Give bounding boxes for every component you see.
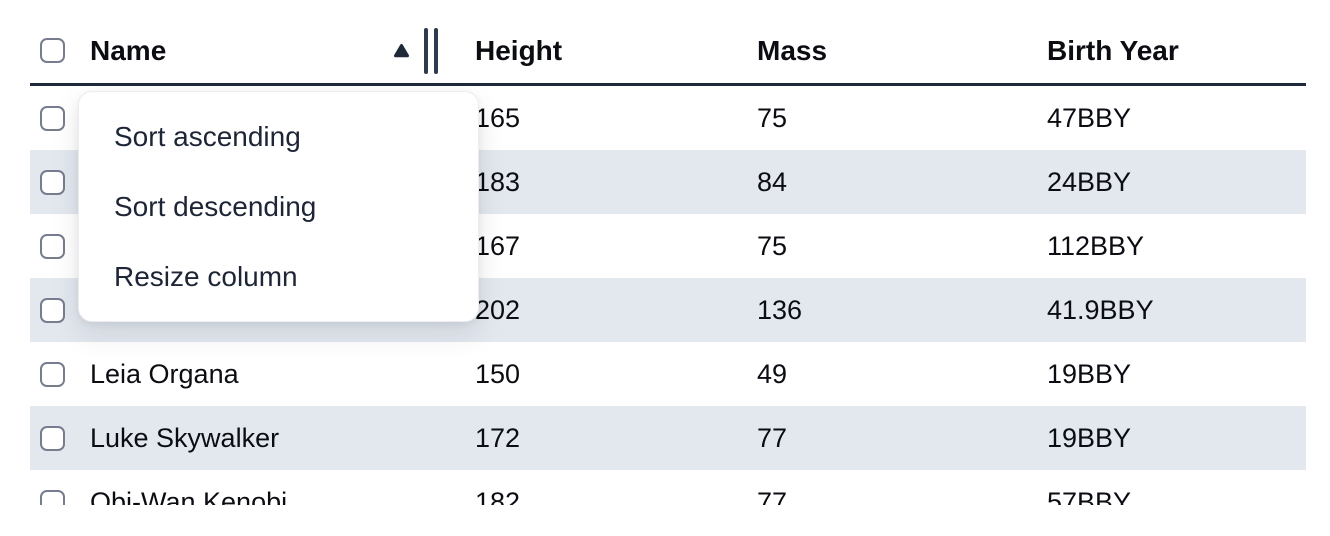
header-cell-birth-year[interactable]: Birth Year bbox=[1029, 35, 1306, 67]
row-cell-height: 182 bbox=[457, 487, 739, 506]
row-cell-height: 183 bbox=[457, 167, 739, 198]
table-row: 167 75 112BBY bbox=[30, 214, 1306, 278]
row-checkbox[interactable] bbox=[40, 489, 65, 505]
select-all-checkbox[interactable] bbox=[40, 38, 65, 63]
character-height: 172 bbox=[475, 422, 521, 453]
character-name: Obi-Wan Kenobi bbox=[90, 486, 288, 506]
character-mass: 77 bbox=[757, 486, 788, 506]
row-cell-name: Luke Skywalker bbox=[80, 423, 457, 454]
row-cell-select bbox=[30, 425, 80, 451]
menu-item-sort-descending[interactable]: Sort descending bbox=[79, 172, 478, 242]
row-checkbox[interactable] bbox=[40, 361, 65, 387]
character-height: 182 bbox=[475, 486, 521, 506]
row-checkbox[interactable] bbox=[40, 169, 65, 195]
row-cell-mass: 77 bbox=[739, 423, 1029, 454]
resize-bar-icon bbox=[434, 27, 438, 74]
character-birth-year: 41.9BBY bbox=[1047, 294, 1154, 325]
character-birth-year: 112BBY bbox=[1047, 230, 1145, 261]
resize-bar-icon bbox=[424, 27, 428, 74]
table-row: Luke Skywalker 172 77 19BBY bbox=[30, 406, 1306, 470]
row-cell-select bbox=[30, 297, 80, 323]
row-cell-height: 165 bbox=[457, 103, 739, 134]
name-column-controls bbox=[393, 27, 457, 74]
row-cell-height: 167 bbox=[457, 231, 739, 262]
sort-ascending-icon bbox=[394, 43, 409, 57]
character-birth-year: 47BBY bbox=[1047, 102, 1132, 133]
menu-item-label: Sort ascending bbox=[114, 121, 301, 152]
row-cell-height: 150 bbox=[457, 359, 739, 390]
row-cell-birth-year: 19BBY bbox=[1029, 359, 1306, 390]
character-mass: 49 bbox=[757, 358, 788, 389]
row-cell-birth-year: 24BBY bbox=[1029, 167, 1306, 198]
character-height: 165 bbox=[475, 102, 521, 133]
row-cell-mass: 77 bbox=[739, 487, 1029, 506]
character-height: 150 bbox=[475, 358, 521, 389]
character-mass: 75 bbox=[757, 102, 788, 133]
row-cell-birth-year: 57BBY bbox=[1029, 487, 1306, 506]
column-resize-handle[interactable] bbox=[424, 27, 438, 74]
row-cell-select bbox=[30, 233, 80, 259]
row-cell-mass: 75 bbox=[739, 231, 1029, 262]
menu-item-sort-ascending[interactable]: Sort ascending bbox=[79, 102, 478, 172]
column-header-mass-label: Mass bbox=[757, 34, 828, 66]
column-header-birth-year-label: Birth Year bbox=[1047, 34, 1179, 66]
table-row: Obi-Wan Kenobi 182 77 57BBY bbox=[30, 470, 1306, 505]
character-name: Leia Organa bbox=[90, 358, 239, 389]
header-cell-name[interactable]: Name bbox=[80, 27, 457, 74]
character-mass: 84 bbox=[757, 166, 788, 197]
row-cell-mass: 136 bbox=[739, 295, 1029, 326]
row-cell-mass: 75 bbox=[739, 103, 1029, 134]
menu-item-label: Resize column bbox=[114, 261, 298, 292]
character-birth-year: 19BBY bbox=[1047, 358, 1132, 389]
table-header-row: Name Height Mass bbox=[30, 0, 1306, 86]
row-cell-height: 172 bbox=[457, 423, 739, 454]
row-cell-height: 202 bbox=[457, 295, 739, 326]
character-height: 167 bbox=[475, 230, 521, 261]
table-row: 165 75 47BBY bbox=[30, 86, 1306, 150]
column-header-name-label: Name bbox=[90, 34, 167, 66]
menu-item-label: Sort descending bbox=[114, 191, 317, 222]
row-checkbox[interactable] bbox=[40, 425, 65, 451]
row-cell-mass: 84 bbox=[739, 167, 1029, 198]
row-cell-mass: 49 bbox=[739, 359, 1029, 390]
character-mass: 136 bbox=[757, 294, 803, 325]
character-birth-year: 19BBY bbox=[1047, 422, 1132, 453]
row-cell-birth-year: 41.9BBY bbox=[1029, 295, 1306, 326]
row-cell-name: Leia Organa bbox=[80, 359, 457, 390]
menu-item-resize-column[interactable]: Resize column bbox=[79, 242, 478, 312]
column-header-height-label: Height bbox=[475, 34, 563, 66]
character-birth-year: 24BBY bbox=[1047, 166, 1132, 197]
character-height: 183 bbox=[475, 166, 521, 197]
character-name: Luke Skywalker bbox=[90, 422, 280, 453]
table-row: Leia Organa 150 49 19BBY bbox=[30, 342, 1306, 406]
character-mass: 75 bbox=[757, 230, 788, 261]
row-cell-select bbox=[30, 361, 80, 387]
header-cell-height[interactable]: Height bbox=[457, 35, 739, 67]
column-context-menu: Sort ascending Sort descending Resize co… bbox=[78, 91, 479, 322]
row-checkbox[interactable] bbox=[40, 105, 65, 131]
character-height: 202 bbox=[475, 294, 521, 325]
row-cell-birth-year: 47BBY bbox=[1029, 103, 1306, 134]
row-cell-select bbox=[30, 105, 80, 131]
header-cell-mass[interactable]: Mass bbox=[739, 35, 1029, 67]
header-cell-select-all bbox=[30, 38, 80, 63]
character-birth-year: 57BBY bbox=[1047, 486, 1132, 506]
character-mass: 77 bbox=[757, 422, 788, 453]
row-cell-birth-year: 19BBY bbox=[1029, 423, 1306, 454]
row-cell-name: Obi-Wan Kenobi bbox=[80, 487, 457, 506]
row-cell-select bbox=[30, 489, 80, 505]
row-cell-select bbox=[30, 169, 80, 195]
row-checkbox[interactable] bbox=[40, 297, 65, 323]
row-cell-birth-year: 112BBY bbox=[1029, 231, 1306, 262]
row-checkbox[interactable] bbox=[40, 233, 65, 259]
